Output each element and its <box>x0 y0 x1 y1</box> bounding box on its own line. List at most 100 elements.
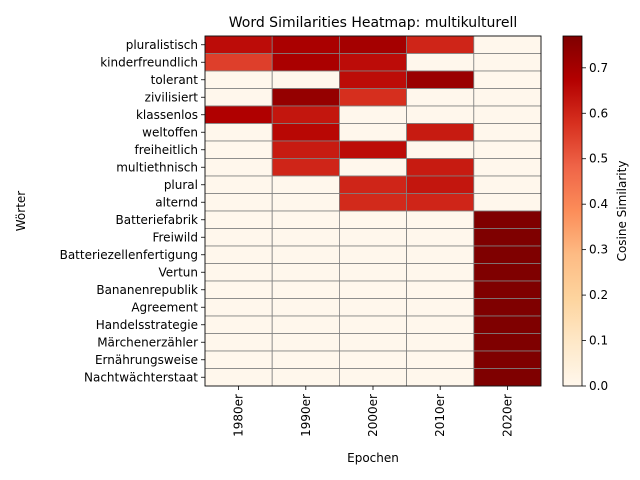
y-tick-label: alternd <box>155 195 198 209</box>
heatmap-cell <box>473 245 542 264</box>
heatmap-cell <box>204 263 273 282</box>
heatmap-cell <box>271 333 340 352</box>
heatmap-cell <box>204 53 273 72</box>
heatmap-cell <box>406 263 475 282</box>
heatmap-cell <box>271 53 340 72</box>
heatmap-cell <box>406 298 475 317</box>
y-tick-labels: pluralistisch kinderfreundlich tolerant ziv… <box>60 38 205 384</box>
heatmap-cell <box>406 193 475 212</box>
colorbar-tick-label: 0.4 <box>589 197 608 211</box>
heatmap-cell <box>204 35 273 54</box>
x-tick-label: 2000er <box>366 394 380 437</box>
heatmap-cell <box>473 35 542 54</box>
heatmap-cell <box>204 88 273 107</box>
y-tick-label: freiheitlich <box>134 143 198 157</box>
heatmap-cell <box>271 140 340 159</box>
heatmap-cell <box>406 245 475 264</box>
heatmap-cell <box>204 298 273 317</box>
heatmap-cell <box>271 263 340 282</box>
heatmap-cell <box>338 175 407 194</box>
heatmap-cell <box>406 350 475 369</box>
heatmap-cell <box>338 210 407 229</box>
colorbar-tick-label: 0.3 <box>589 243 608 257</box>
x-tick-label: 2020er <box>500 394 514 437</box>
heatmap-cell <box>271 245 340 264</box>
heatmap-cell <box>271 158 340 177</box>
x-tick-label: 1990er <box>299 394 313 437</box>
heatmap-cell <box>204 193 273 212</box>
heatmap-cell <box>338 105 407 124</box>
heatmap-cell <box>271 210 340 229</box>
heatmap-cell <box>473 368 542 387</box>
heatmap-cell <box>338 193 407 212</box>
y-tick-label: Ernährungsweise <box>95 353 198 367</box>
heatmap-cell <box>473 228 542 247</box>
x-tick-labels: 1980er 1990er 2000er 2010er 2020er <box>232 386 514 437</box>
colorbar-tick-label: 0.7 <box>589 61 608 75</box>
colorbar-ticks: 0.0 0.1 0.2 0.3 0.4 0.5 0.6 0.7 <box>582 61 608 393</box>
heatmap-cell <box>204 210 273 229</box>
heatmap-cell <box>271 315 340 334</box>
heatmap-cell <box>338 158 407 177</box>
heatmap-cell <box>473 105 542 124</box>
y-tick-label: Märchenerzähler <box>97 335 198 349</box>
x-tick-label: 2010er <box>433 394 447 437</box>
x-tick-label: 1980er <box>232 394 246 437</box>
heatmap-cell <box>406 228 475 247</box>
heatmap-cell <box>271 123 340 142</box>
heatmap-cell <box>271 368 340 387</box>
heatmap-cell <box>338 35 407 54</box>
heatmap-cell <box>338 333 407 352</box>
heatmap-cell <box>338 315 407 334</box>
heatmap-cell <box>271 350 340 369</box>
heatmap-cell <box>338 228 407 247</box>
heatmap-cell <box>338 245 407 264</box>
heatmap-cell <box>406 175 475 194</box>
colorbar-label: Cosine Similarity <box>615 161 629 262</box>
heatmap-cell <box>473 53 542 72</box>
y-tick-label: kinderfreundlich <box>100 55 198 69</box>
x-axis-label: Epochen <box>347 451 399 465</box>
heatmap-cell <box>204 158 273 177</box>
y-tick-label: Nachtwächterstaat <box>84 370 198 384</box>
y-tick-label: zivilisiert <box>145 90 199 104</box>
heatmap-cell <box>271 280 340 299</box>
heatmap-cell <box>473 263 542 282</box>
heatmap-cell <box>338 140 407 159</box>
heatmap-cell <box>406 368 475 387</box>
heatmap-cell <box>473 350 542 369</box>
colorbar-tick-label: 0.1 <box>589 334 608 348</box>
heatmap-cell <box>473 175 542 194</box>
colorbar <box>562 35 583 387</box>
y-tick-label: Agreement <box>131 300 198 314</box>
y-axis-label: Wörter <box>14 191 28 232</box>
heatmap-cell <box>204 333 273 352</box>
heatmap-cell <box>271 70 340 89</box>
heatmap-cell <box>338 368 407 387</box>
heatmap-cell <box>338 53 407 72</box>
heatmap-cell <box>271 228 340 247</box>
heatmap-cell <box>271 175 340 194</box>
heatmap-cell <box>204 123 273 142</box>
heatmap-cell <box>406 53 475 72</box>
heatmap-cell <box>406 88 475 107</box>
y-tick-label: Batteriefabrik <box>116 213 198 227</box>
y-tick-label: tolerant <box>151 73 199 87</box>
heatmap-cell <box>406 210 475 229</box>
heatmap-cell <box>271 193 340 212</box>
heatmap-cell <box>473 123 542 142</box>
heatmap-cell <box>473 280 542 299</box>
heatmap-cell <box>338 70 407 89</box>
heatmap-cell <box>204 315 273 334</box>
y-tick-label: pluralistisch <box>126 38 198 52</box>
heatmap-cell <box>406 35 475 54</box>
y-tick-label: multiethnisch <box>116 160 198 174</box>
heatmap-cell <box>406 105 475 124</box>
y-tick-label: klassenlos <box>136 108 198 122</box>
heatmap-cell <box>271 88 340 107</box>
heatmap-cell <box>204 280 273 299</box>
heatmap-cell <box>473 315 542 334</box>
heatmap-cell <box>473 333 542 352</box>
heatmap-cell <box>204 245 273 264</box>
heatmap-cell <box>473 88 542 107</box>
